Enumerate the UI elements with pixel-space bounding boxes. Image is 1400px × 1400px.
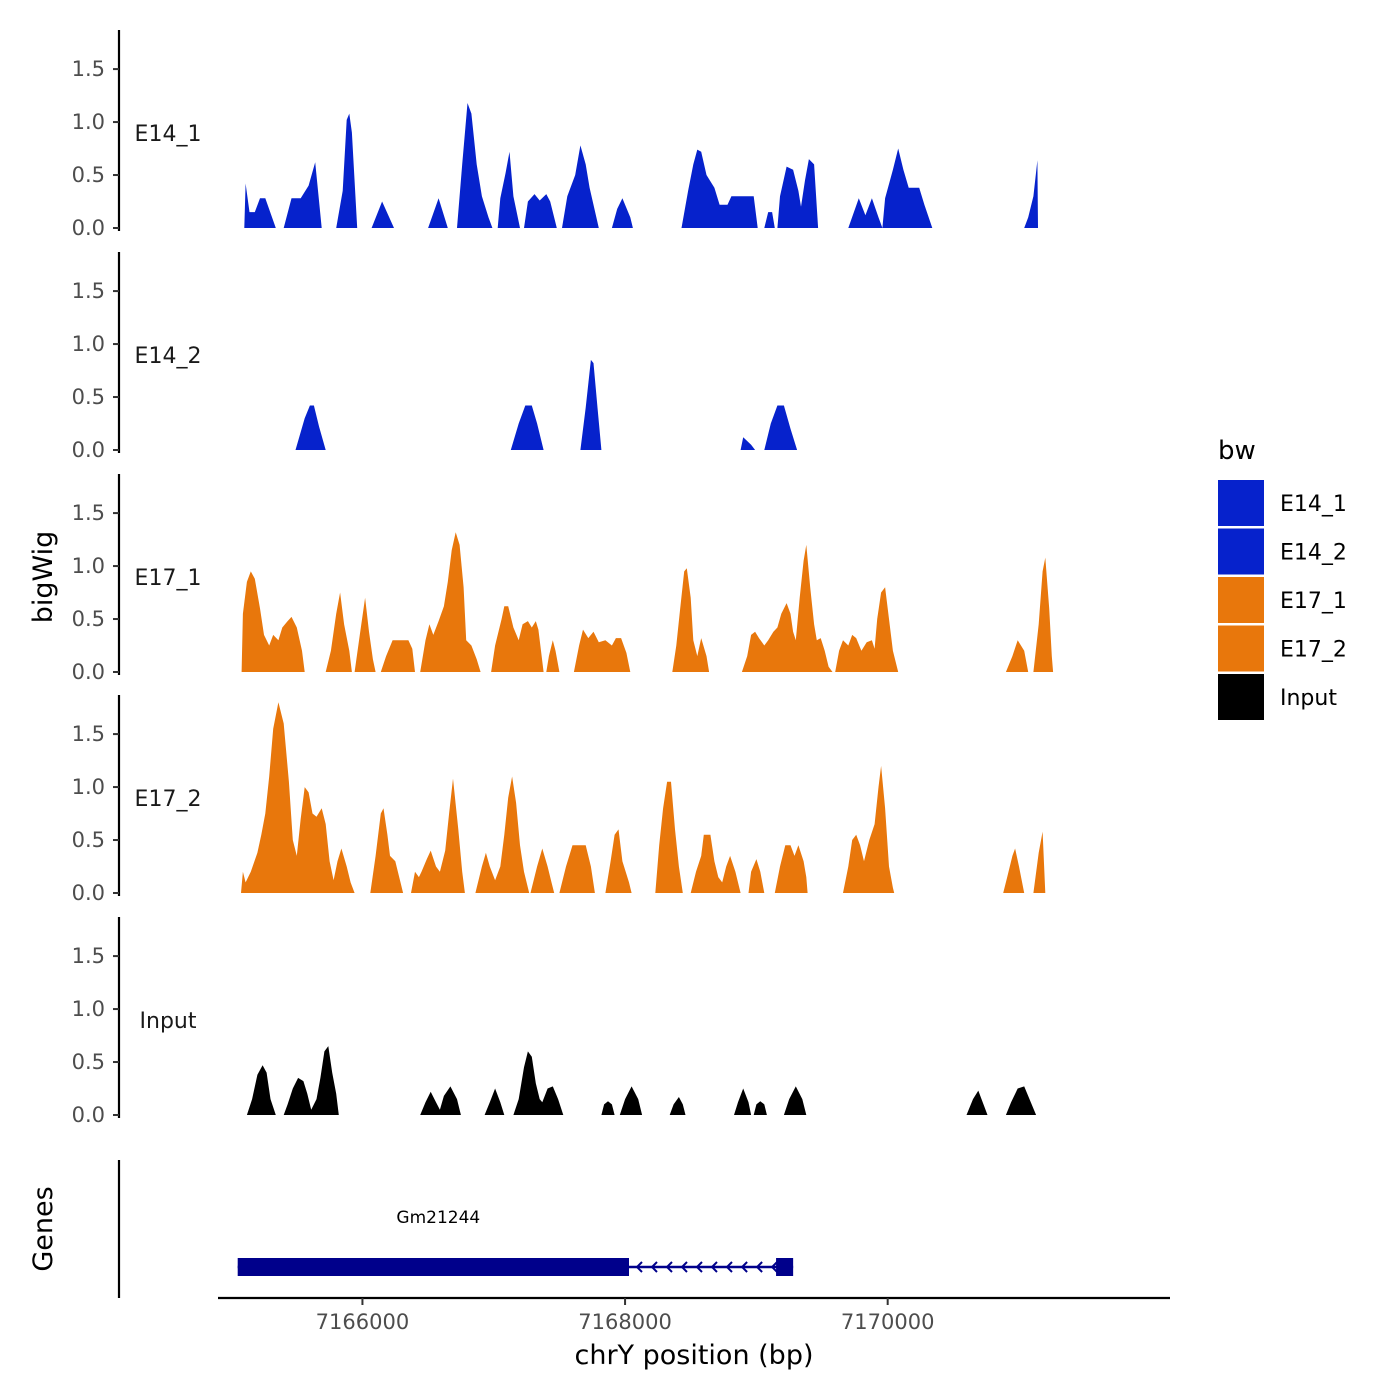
y-tick-label: 0.5: [72, 1050, 105, 1074]
y-tick-label: 1.5: [72, 279, 105, 303]
strand-arrow: [665, 1261, 673, 1273]
legend-label-e14-2: E14_2: [1280, 541, 1347, 566]
panel-input: 0.0 0.5 1.0 1.5 Input: [72, 917, 1037, 1127]
y-tick-label: 1.0: [72, 997, 105, 1021]
y-axis-title: bigWig: [28, 531, 59, 624]
legend-swatch-e17-1: [1218, 577, 1264, 623]
legend-label-e17-1: E17_1: [1280, 589, 1347, 614]
y-tick-label: 0.0: [72, 881, 105, 905]
y-tick-label: 1.0: [72, 554, 105, 578]
genes-panel: Gm21244: [117, 1160, 794, 1298]
gene-label: Gm21244: [396, 1208, 480, 1228]
legend-swatch-input: [1218, 674, 1264, 720]
track-label-e14-2: E14_2: [135, 344, 202, 369]
strand-arrow: [755, 1261, 763, 1273]
strand-arrow: [650, 1261, 658, 1273]
coverage-area-e14-2: [295, 359, 799, 450]
y-tick-label: 1.5: [72, 722, 105, 746]
panel-e17-1: 0.0 0.5 1.0 1.5 E17_1: [72, 474, 1054, 684]
x-tick-label: 7166000: [316, 1310, 410, 1334]
y-tick-label: 1.5: [72, 501, 105, 525]
y-tick-label: 1.0: [72, 775, 105, 799]
x-axis: 7166000 7168000 7170000: [218, 1296, 1170, 1334]
legend-label-e14-1: E14_1: [1280, 492, 1347, 517]
y-tick-label: 0.5: [72, 828, 105, 852]
strand-arrow: [725, 1261, 733, 1273]
y-tick-label: 0.0: [72, 216, 105, 240]
legend-title: bw: [1218, 436, 1256, 466]
y-tick-label: 1.0: [72, 110, 105, 134]
x-axis-title: chrY position (bp): [574, 1340, 813, 1371]
panel-e14-1: 0.0 0.5 1.0 1.5 E14_1: [72, 30, 1039, 240]
track-label-input: Input: [140, 1009, 197, 1034]
gene-exon: [237, 1258, 630, 1276]
legend-swatch-e14-1: [1218, 480, 1264, 526]
y-tick-label: 0.5: [72, 607, 105, 631]
y-tick-label: 0.5: [72, 385, 105, 409]
track-label-e17-1: E17_1: [135, 566, 202, 591]
track-label-e14-1: E14_1: [135, 122, 202, 147]
legend-swatch-e17-2: [1218, 625, 1264, 672]
y-tick-label: 0.0: [72, 660, 105, 684]
gene-gm21244: Gm21244: [237, 1208, 794, 1276]
genes-axis-title: Genes: [28, 1186, 59, 1271]
coverage-panels: 0.0 0.5 1.0 1.5 E14_1 0.0 0.5 1.0 1.5 E14_2 0.0 0.5…: [72, 30, 1054, 1127]
legend-label-e17-2: E17_2: [1280, 638, 1347, 663]
panel-e14-2: 0.0 0.5 1.0 1.5 E14_2: [72, 252, 799, 462]
panel-e17-2: 0.0 0.5 1.0 1.5 E17_2: [72, 695, 1046, 905]
strand-arrow: [680, 1261, 688, 1273]
x-tick-label: 7170000: [841, 1310, 935, 1334]
legend-swatch-e14-2: [1218, 528, 1264, 575]
strand-arrow: [770, 1261, 778, 1273]
gene-exon: [776, 1258, 794, 1276]
coverage-area-input: [246, 1046, 1037, 1115]
coverage-area-e17-2: [241, 702, 1046, 893]
coverage-area-e14-1: [244, 103, 1039, 228]
strand-arrow: [635, 1261, 643, 1273]
strand-arrow: [740, 1261, 748, 1273]
y-tick-label: 1.5: [72, 944, 105, 968]
strand-arrow: [710, 1261, 718, 1273]
x-tick-label: 7168000: [578, 1310, 672, 1334]
y-tick-label: 0.0: [72, 438, 105, 462]
y-tick-label: 0.0: [72, 1103, 105, 1127]
y-tick-label: 1.5: [72, 57, 105, 81]
legend-label-input: Input: [1280, 686, 1337, 711]
coverage-area-e17-1: [241, 532, 1054, 672]
legend: bw E14_1 E14_2 E17_1 E17_2 Input: [1218, 436, 1347, 720]
strand-arrow: [695, 1261, 703, 1273]
track-label-e17-2: E17_2: [135, 787, 202, 812]
y-tick-label: 0.5: [72, 163, 105, 187]
y-tick-label: 1.0: [72, 332, 105, 356]
